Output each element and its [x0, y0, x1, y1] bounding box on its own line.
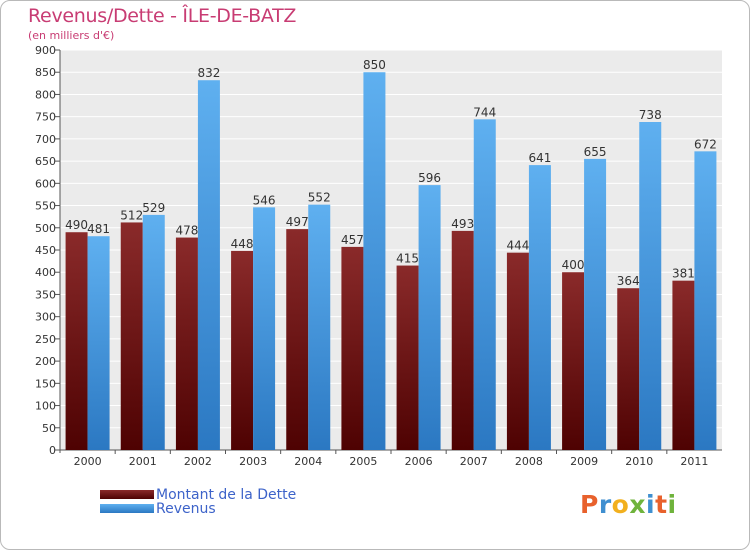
y-tick-label: 450 [35, 244, 56, 257]
data-label: 744 [473, 105, 496, 119]
y-tick-label: 200 [35, 355, 56, 368]
bar-revenus [197, 80, 220, 450]
bar-dette [672, 280, 695, 450]
y-tick-label: 800 [35, 88, 56, 101]
y-tick-label: 150 [35, 377, 56, 390]
y-tick-label: 600 [35, 177, 56, 190]
data-label: 490 [65, 218, 88, 232]
y-tick-label: 250 [35, 333, 56, 346]
logo-letter: i [646, 490, 656, 519]
bar-revenus [253, 207, 276, 450]
data-label: 850 [363, 58, 386, 72]
bar-revenus [418, 185, 441, 450]
x-tick-label: 2006 [405, 455, 433, 468]
bar-dette [175, 237, 198, 450]
legend-label-revenus: Revenus [156, 500, 216, 517]
bar-revenus [142, 214, 165, 450]
data-label: 364 [617, 274, 640, 288]
x-tick-label: 2009 [570, 455, 598, 468]
logo-letter: x [629, 490, 646, 519]
bar-revenus [528, 165, 551, 450]
bars [65, 72, 717, 451]
data-label: 552 [308, 191, 331, 205]
data-label: 529 [142, 201, 165, 215]
x-tick-label: 2004 [294, 455, 322, 468]
y-tick-label: 850 [35, 66, 56, 79]
logo-letter: r [598, 490, 612, 519]
bar-dette [341, 246, 364, 450]
bar-revenus [694, 151, 717, 451]
data-label: 415 [396, 252, 419, 266]
y-tick-label: 0 [49, 444, 56, 457]
axes: 0 50 100 150 200 250 300 350 400 450 500 550 600 650 7… [35, 44, 722, 468]
data-label: 738 [639, 108, 662, 122]
bar-revenus [584, 158, 607, 450]
logo-letter: o [611, 490, 630, 519]
legend-swatch-dette [100, 490, 154, 499]
data-label: 641 [528, 151, 551, 165]
data-label: 596 [418, 171, 441, 185]
bar-revenus [308, 204, 331, 450]
bar-dette [396, 265, 419, 450]
data-label: 448 [231, 237, 254, 251]
legend-label-dette: Montant de la Dette [156, 486, 297, 503]
bar-revenus [363, 72, 386, 450]
bar-dette [617, 288, 640, 450]
x-tick-label: 2007 [460, 455, 488, 468]
bar-dette [65, 232, 88, 450]
y-tick-label: 700 [35, 133, 56, 146]
data-label: 478 [175, 224, 198, 238]
y-tick-label: 400 [35, 266, 56, 279]
data-label: 497 [286, 215, 309, 229]
y-tick-label: 550 [35, 200, 56, 213]
bar-dette [562, 272, 585, 450]
bar-dette [286, 229, 309, 450]
data-label: 381 [672, 267, 695, 281]
bar-dette [451, 230, 474, 450]
y-tick-label: 900 [35, 44, 56, 57]
x-tick-label: 2000 [74, 455, 102, 468]
data-label: 546 [253, 193, 276, 207]
bar-revenus [473, 119, 496, 450]
data-label: 832 [197, 66, 220, 80]
data-label: 457 [341, 233, 364, 247]
bar-revenus [87, 236, 110, 450]
legend-swatch-revenus [100, 504, 154, 513]
logo-letter: i [667, 490, 677, 519]
y-tick-label: 500 [35, 222, 56, 235]
y-tick-label: 350 [35, 288, 56, 301]
data-label: 481 [87, 222, 110, 236]
bar-dette [231, 250, 254, 450]
data-label: 672 [694, 137, 717, 151]
x-tick-label: 2010 [625, 455, 653, 468]
legend-item-revenus: Revenus [100, 500, 216, 517]
data-label: 655 [584, 145, 607, 159]
chart-subtitle: (en milliers d'€) [28, 29, 115, 42]
legend-item-dette: Montant de la Dette [100, 486, 297, 503]
chart-title: Revenus/Dette - ÎLE-DE-BATZ [28, 5, 297, 27]
data-label: 400 [562, 258, 585, 272]
x-tick-label: 2001 [129, 455, 157, 468]
logo-letter: P [580, 490, 599, 519]
proxiti-logo: Proxiti [580, 490, 677, 519]
data-label: 444 [506, 239, 529, 253]
y-tick-label: 650 [35, 155, 56, 168]
data-label: 512 [120, 208, 143, 222]
data-label: 493 [451, 217, 474, 231]
x-tick-label: 2003 [239, 455, 267, 468]
x-tick-label: 2011 [680, 455, 708, 468]
x-tick-label: 2005 [349, 455, 377, 468]
x-tick-label: 2008 [515, 455, 543, 468]
bar-dette [120, 222, 143, 450]
logo-letter: t [655, 490, 668, 519]
y-tick-label: 100 [35, 400, 56, 413]
bar-revenus [639, 122, 662, 450]
x-tick-label: 2002 [184, 455, 212, 468]
y-tick-label: 50 [42, 422, 56, 435]
bar-dette [506, 252, 529, 450]
y-tick-label: 300 [35, 311, 56, 324]
y-tick-label: 750 [35, 111, 56, 124]
